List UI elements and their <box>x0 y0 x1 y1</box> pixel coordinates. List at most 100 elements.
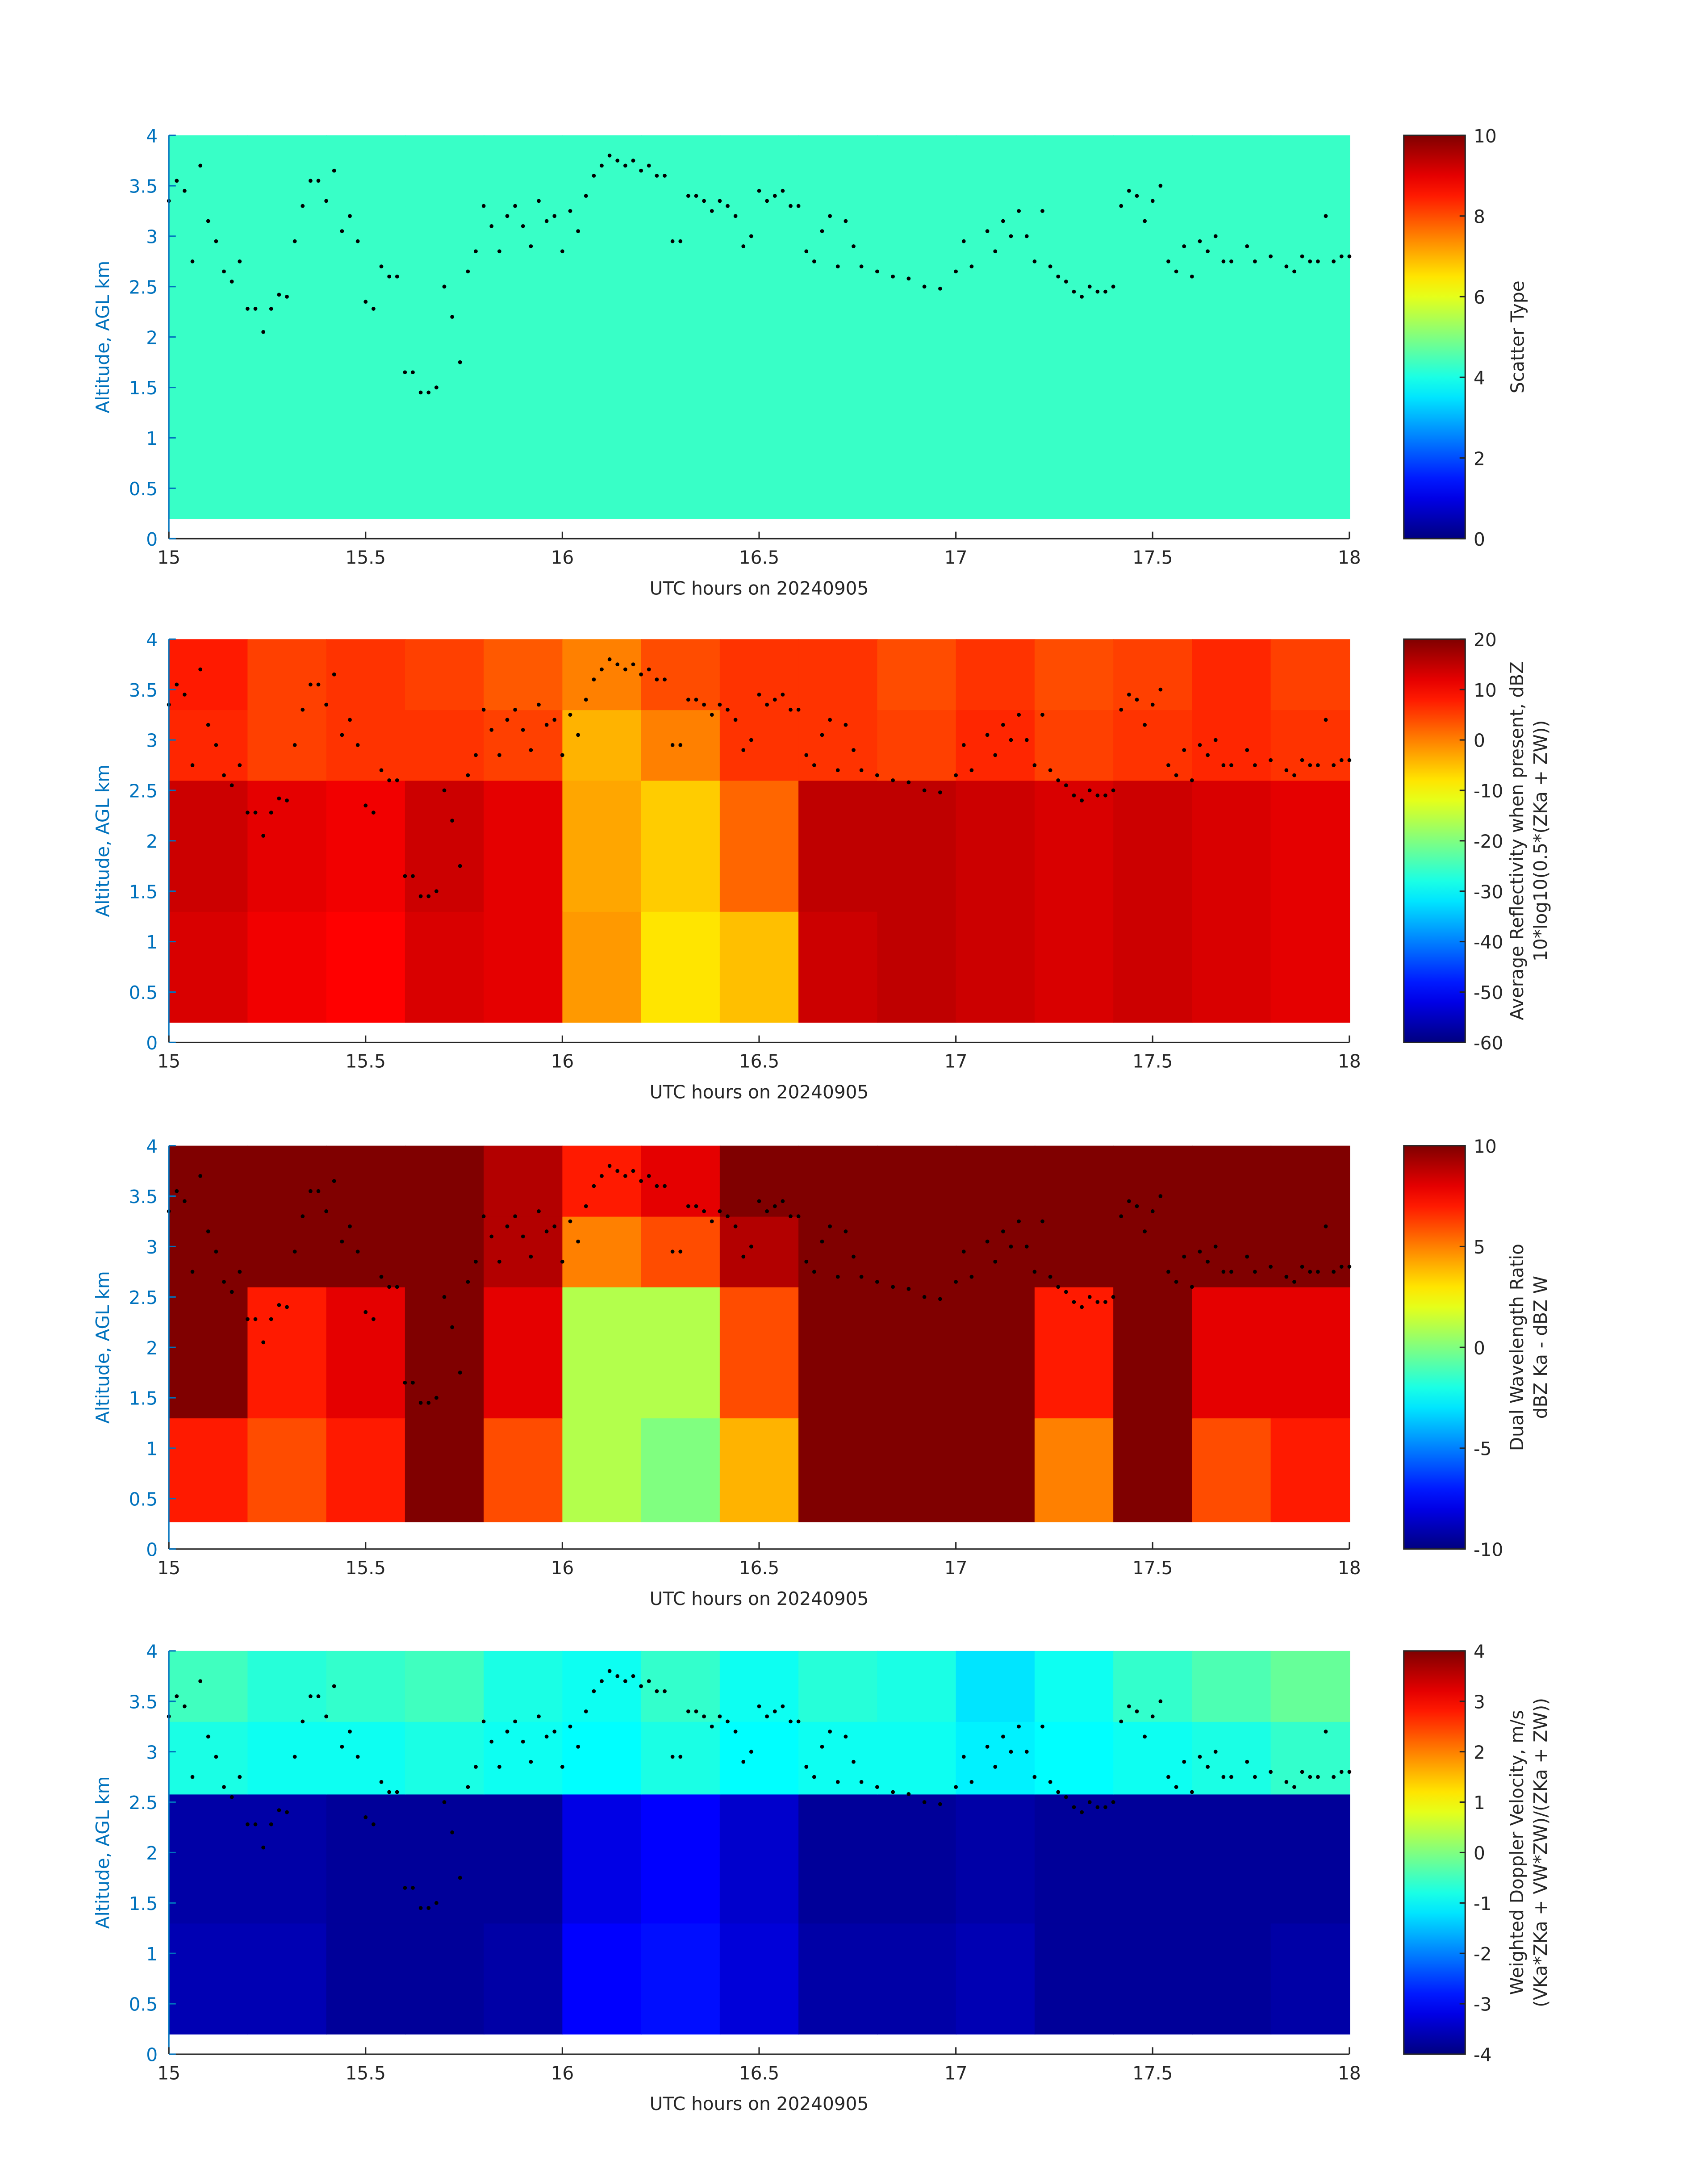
y-tick-label: 4 <box>146 629 158 651</box>
heatmap-cell <box>719 911 799 1023</box>
heatmap-cell <box>956 276 1036 408</box>
colorbar-tick-label: -50 <box>1474 982 1503 1003</box>
point <box>434 1901 438 1905</box>
point <box>702 1714 706 1719</box>
heatmap-cell <box>1113 407 1193 519</box>
heatmap-cell <box>1270 911 1350 1023</box>
heatmap-cell <box>719 1794 799 1924</box>
heatmap-cell <box>1192 407 1272 519</box>
point <box>852 748 856 752</box>
point <box>395 274 399 279</box>
point <box>875 1280 879 1284</box>
point <box>1127 1704 1131 1709</box>
point <box>529 244 533 248</box>
point <box>1119 204 1123 208</box>
point <box>954 773 958 777</box>
point <box>261 834 265 838</box>
colorbar-label: Scatter Type <box>1507 280 1528 393</box>
point <box>1064 1795 1068 1799</box>
heatmap-cell <box>877 1651 957 1722</box>
point <box>678 1755 683 1759</box>
heatmap-cell <box>798 1145 878 1217</box>
point <box>969 1274 974 1279</box>
point <box>1135 1709 1139 1713</box>
point <box>355 1249 360 1254</box>
point <box>552 1224 557 1228</box>
heatmap-cell <box>169 1418 248 1522</box>
point <box>292 1249 297 1254</box>
heatmap-cell <box>405 135 484 207</box>
point <box>1182 1254 1186 1259</box>
point <box>355 1755 360 1759</box>
point <box>363 300 368 304</box>
point <box>1064 280 1068 284</box>
point <box>710 1724 714 1729</box>
heatmap-cell <box>326 276 406 408</box>
point <box>820 1744 824 1749</box>
point <box>773 194 777 198</box>
point <box>891 1790 895 1794</box>
point <box>1269 758 1273 762</box>
y-tick-label: 4 <box>146 1641 158 1663</box>
point <box>1119 1214 1123 1219</box>
point <box>906 780 911 785</box>
point <box>1103 793 1107 798</box>
point <box>906 1287 911 1291</box>
colorbar-tick-label: -40 <box>1474 932 1503 953</box>
point <box>238 1270 242 1274</box>
point <box>560 753 564 757</box>
colorbar-label: 10*log10(0.5*(ZKa + ZW)) <box>1530 720 1551 961</box>
point <box>789 1719 793 1724</box>
heatmap-cell <box>484 1721 563 1795</box>
point <box>403 1886 407 1890</box>
point <box>1040 209 1044 213</box>
heatmap-cell <box>405 1287 484 1419</box>
heatmap-cell <box>956 407 1036 519</box>
point <box>1143 1734 1147 1739</box>
point <box>1009 1245 1013 1249</box>
point <box>592 174 596 178</box>
point <box>497 249 501 254</box>
point <box>309 1189 313 1193</box>
point <box>607 153 612 158</box>
point <box>560 249 564 254</box>
point <box>1150 1714 1155 1719</box>
point <box>584 698 588 702</box>
heatmap-cell <box>405 780 484 912</box>
point <box>631 159 635 163</box>
x-tick-label: 17.5 <box>1132 2062 1173 2084</box>
point <box>497 753 501 757</box>
heatmap-cell <box>562 1216 642 1287</box>
point <box>773 1204 777 1208</box>
point <box>1158 184 1163 188</box>
colorbar-label: Dual Wavelength Ratio <box>1506 1244 1528 1451</box>
x-tick-label: 17.5 <box>1132 1051 1173 1072</box>
point <box>655 174 659 178</box>
point <box>993 753 998 757</box>
point <box>434 889 438 894</box>
point <box>733 214 738 218</box>
y-tick-label: 3.5 <box>129 680 158 701</box>
heatmap-cell <box>326 206 406 277</box>
heatmap-cell <box>1113 911 1193 1023</box>
heatmap-cell <box>484 780 563 912</box>
point <box>938 1802 942 1806</box>
heatmap-cell <box>877 1721 957 1795</box>
point <box>230 1290 234 1294</box>
heatmap-cell <box>562 1287 642 1419</box>
heatmap-cell <box>484 1923 563 2035</box>
point <box>765 702 769 707</box>
point <box>1229 1775 1233 1779</box>
heatmap-cell <box>1034 1287 1114 1419</box>
point <box>1158 1194 1163 1198</box>
heatmap-cell <box>956 911 1036 1023</box>
point <box>355 239 360 243</box>
point <box>1166 1270 1170 1274</box>
point <box>678 1249 683 1254</box>
point <box>426 1906 431 1910</box>
heatmap-cell <box>641 780 721 912</box>
point <box>206 1229 210 1233</box>
y-tick-label: 1.5 <box>129 881 158 903</box>
point <box>663 1184 667 1188</box>
heatmap-cell <box>877 1287 957 1419</box>
